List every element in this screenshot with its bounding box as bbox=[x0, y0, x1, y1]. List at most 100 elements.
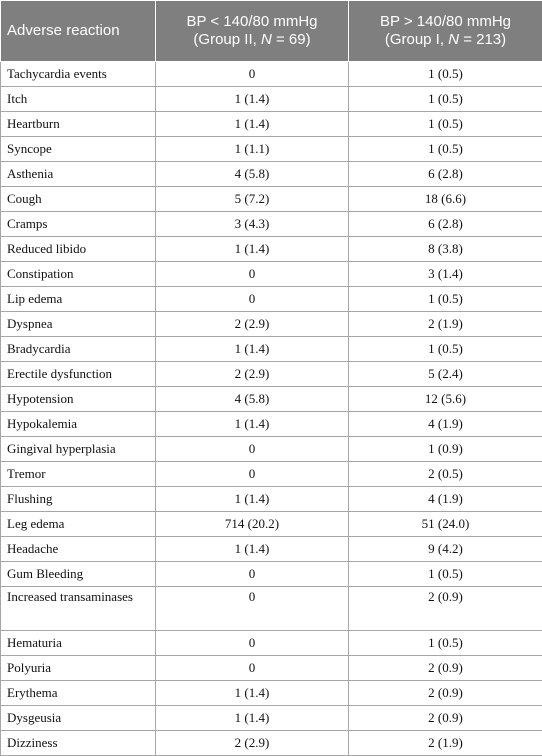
group-1-cell: 1 (0.5) bbox=[349, 562, 542, 587]
reaction-cell: Reduced libido bbox=[1, 237, 156, 262]
group-2-cell: 0 bbox=[156, 656, 349, 681]
group-1-cell: 6 (2.8) bbox=[349, 162, 542, 187]
group-2-cell: 1 (1.4) bbox=[156, 537, 349, 562]
header-group-2-prefix: (Group II, bbox=[193, 31, 261, 48]
group-1-cell: 1 (0.5) bbox=[349, 631, 542, 656]
header-group-1-line1: BP > 140/80 mmHg bbox=[380, 13, 511, 30]
reaction-cell: Erectile dysfunction bbox=[1, 362, 156, 387]
group-1-cell: 1 (0.5) bbox=[349, 112, 542, 137]
group-1-cell: 1 (0.5) bbox=[349, 337, 542, 362]
reaction-cell: Flushing bbox=[1, 487, 156, 512]
group-2-cell: 1 (1.4) bbox=[156, 706, 349, 731]
table-header-row: Adverse reaction BP < 140/80 mmHg (Group… bbox=[1, 1, 542, 62]
group-1-cell: 2 (0.5) bbox=[349, 462, 542, 487]
reaction-cell: Dyspnea bbox=[1, 312, 156, 337]
group-1-cell: 1 (0.5) bbox=[349, 287, 542, 312]
header-group-2-line1: BP < 140/80 mmHg bbox=[186, 13, 317, 30]
group-1-cell: 4 (1.9) bbox=[349, 487, 542, 512]
group-1-cell: 3 (1.4) bbox=[349, 262, 542, 287]
group-2-cell: 0 bbox=[156, 562, 349, 587]
reaction-cell: Erythema bbox=[1, 681, 156, 706]
group-2-cell: 0 bbox=[156, 462, 349, 487]
group-2-cell: 0 bbox=[156, 437, 349, 462]
reaction-cell: Hematuria bbox=[1, 631, 156, 656]
group-1-cell: 2 (1.9) bbox=[349, 731, 542, 756]
group-2-cell: 2 (2.9) bbox=[156, 362, 349, 387]
group-1-cell: 18 (6.6) bbox=[349, 187, 542, 212]
reaction-cell: Hypotension bbox=[1, 387, 156, 412]
group-1-cell: 2 (0.9) bbox=[349, 587, 542, 631]
reaction-cell: Dysgeusia bbox=[1, 706, 156, 731]
group-1-cell: 1 (0.5) bbox=[349, 62, 542, 87]
group-2-cell: 1 (1.4) bbox=[156, 412, 349, 437]
group-1-cell: 2 (1.9) bbox=[349, 312, 542, 337]
reaction-cell: Cramps bbox=[1, 212, 156, 237]
group-1-cell: 1 (0.9) bbox=[349, 437, 542, 462]
header-group-1-prefix: (Group I, bbox=[385, 31, 448, 48]
group-2-cell: 1 (1.4) bbox=[156, 337, 349, 362]
reaction-cell: Itch bbox=[1, 87, 156, 112]
header-group-2: BP < 140/80 mmHg (Group II, N = 69) bbox=[156, 1, 349, 62]
reaction-cell: Heartburn bbox=[1, 112, 156, 137]
reaction-cell: Hypokalemia bbox=[1, 412, 156, 437]
reaction-cell: Headache bbox=[1, 537, 156, 562]
group-2-cell: 0 bbox=[156, 587, 349, 631]
group-1-cell: 5 (2.4) bbox=[349, 362, 542, 387]
group-1-cell: 1 (0.5) bbox=[349, 137, 542, 162]
group-1-cell: 1 (0.5) bbox=[349, 87, 542, 112]
reaction-cell: Asthenia bbox=[1, 162, 156, 187]
group-2-cell: 5 (7.2) bbox=[156, 187, 349, 212]
reaction-cell: Polyuria bbox=[1, 656, 156, 681]
group-2-cell: 1 (1.4) bbox=[156, 237, 349, 262]
group-2-cell: 3 (4.3) bbox=[156, 212, 349, 237]
group-2-cell: 0 bbox=[156, 262, 349, 287]
group-2-cell: 1 (1.4) bbox=[156, 681, 349, 706]
group-2-cell: 2 (2.9) bbox=[156, 731, 349, 756]
header-group-1: BP > 140/80 mmHg (Group I, N = 213) bbox=[349, 1, 542, 62]
group-1-cell: 9 (4.2) bbox=[349, 537, 542, 562]
group-2-cell: 0 bbox=[156, 287, 349, 312]
header-group-2-n: N bbox=[261, 31, 272, 48]
group-2-cell: 2 (2.9) bbox=[156, 312, 349, 337]
reaction-cell: Cough bbox=[1, 187, 156, 212]
group-1-cell: 4 (1.9) bbox=[349, 412, 542, 437]
reaction-cell: Gingival hyperplasia bbox=[1, 437, 156, 462]
group-2-cell: 1 (1.4) bbox=[156, 112, 349, 137]
reaction-cell: Lip edema bbox=[1, 287, 156, 312]
group-2-cell: 1 (1.4) bbox=[156, 487, 349, 512]
group-1-cell: 2 (0.9) bbox=[349, 706, 542, 731]
group-2-cell: 1 (1.1) bbox=[156, 137, 349, 162]
reaction-cell: Tremor bbox=[1, 462, 156, 487]
reaction-cell: Tachycardia events bbox=[1, 62, 156, 87]
group-1-cell: 8 (3.8) bbox=[349, 237, 542, 262]
group-1-cell: 51 (24.0) bbox=[349, 512, 542, 537]
group-1-cell: 6 (2.8) bbox=[349, 212, 542, 237]
reaction-cell: Leg edema bbox=[1, 512, 156, 537]
group-2-cell: 714 (20.2) bbox=[156, 512, 349, 537]
reaction-cell: Increased transaminases bbox=[1, 587, 156, 631]
reaction-cell: Syncope bbox=[1, 137, 156, 162]
header-group-1-n: N bbox=[448, 31, 459, 48]
group-2-cell: 4 (5.8) bbox=[156, 162, 349, 187]
